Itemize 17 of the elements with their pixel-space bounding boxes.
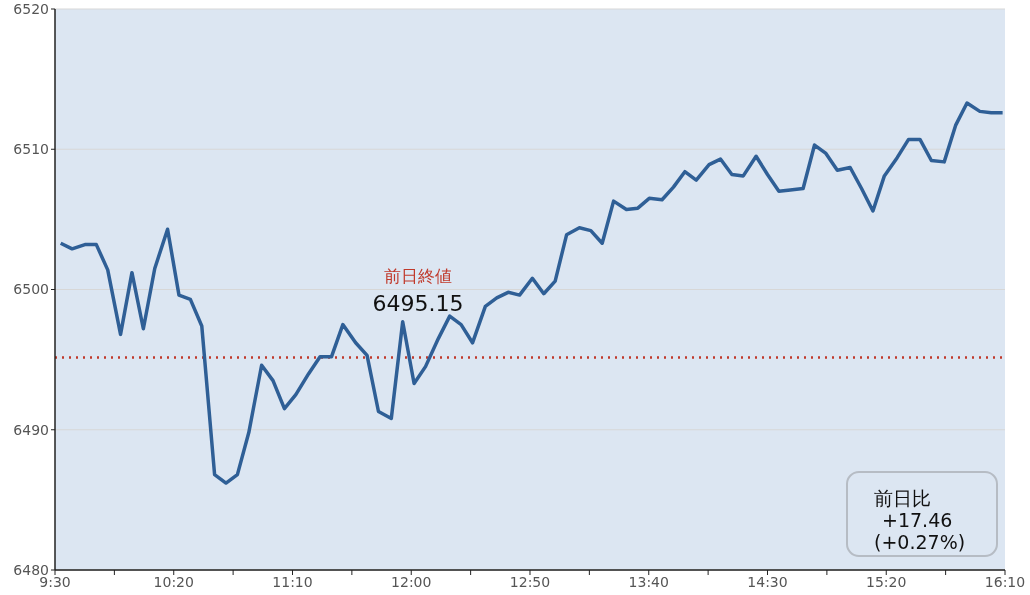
x-tick-label: 10:20 bbox=[153, 573, 194, 590]
line-series bbox=[58, 101, 1005, 485]
y-tick-label: 6520 bbox=[13, 0, 49, 17]
x-tick-label: 13:40 bbox=[628, 573, 669, 590]
x-tick-label: 14:30 bbox=[747, 573, 788, 590]
x-tick-label: 16:10 bbox=[984, 573, 1026, 590]
x-tick-label: 12:00 bbox=[391, 573, 432, 590]
y-tick-label: 6510 bbox=[13, 141, 49, 158]
y-tick-label: 6500 bbox=[13, 281, 49, 298]
y-tick-label: 6490 bbox=[13, 421, 49, 438]
x-tick-label: 15:20 bbox=[866, 573, 907, 590]
annotation: 前日比 +17.46 (+0.27%) bbox=[874, 487, 967, 553]
x-tick-label: 12:50 bbox=[509, 573, 551, 590]
x-tick-label: 11:10 bbox=[272, 573, 313, 590]
y-tick-label: 6480 bbox=[13, 561, 49, 578]
ref-line-label: 前日終値 bbox=[383, 265, 452, 286]
annotation: 6495.15 bbox=[372, 290, 464, 316]
